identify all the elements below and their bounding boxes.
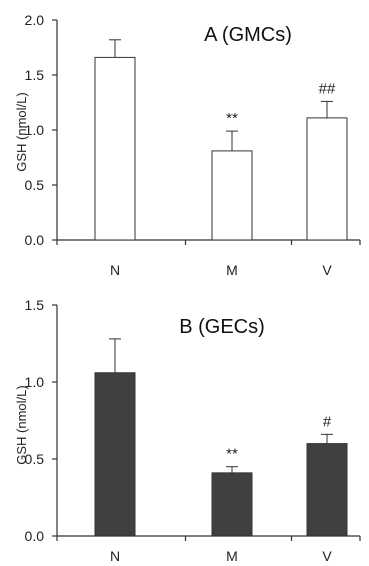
chart-a-significance-label: ** (226, 110, 238, 127)
chart-b-title: B (GECs) (179, 316, 265, 338)
chart-a-ytick: 0.5 (25, 177, 45, 193)
chart-a-category-label: M (226, 262, 238, 278)
chart-a-bar-n (94, 56, 136, 241)
chart-b-ytick: 1.5 (25, 297, 45, 313)
chart-a-ytick: 2.0 (25, 12, 45, 28)
chart-b-ytick: 0.5 (25, 451, 45, 467)
chart-b-ytick: 0.0 (25, 528, 45, 544)
chart-b-y-axis-label: GSH (nmol/L) (14, 385, 29, 464)
chart-b-bar-v (306, 443, 348, 537)
chart-b-significance-label: # (323, 413, 332, 430)
chart-b-category-label: V (322, 548, 332, 564)
chart-a-ytick: 0.0 (25, 232, 45, 248)
chart-a-bar-m (211, 150, 253, 241)
chart-a-category-label: V (322, 262, 332, 278)
chart-a-title: A (GMCs) (204, 24, 292, 46)
chart-b-bar-m (211, 472, 253, 537)
chart-b-significance-label: ** (226, 446, 238, 463)
chart-b-bar-n (94, 372, 136, 537)
chart-a-significance-label: ## (319, 80, 336, 97)
chart-a-category-label: N (110, 262, 120, 278)
chart-b-category-label: N (110, 548, 120, 564)
chart-a-bar-v (306, 117, 348, 241)
chart-a-y-axis-label: GSH (nmol/L) (14, 92, 29, 171)
chart-b-ytick: 1.0 (25, 374, 45, 390)
chart-b: B (GECs) GSH (nmol/L) 0.0 0.5 1.0 1.5 N … (14, 297, 361, 564)
chart-a: A (GMCs) GSH (nmol/L) 0.0 0.5 1.0 1.5 2.… (14, 12, 361, 278)
chart-b-category-label: M (226, 548, 238, 564)
chart-a-ytick: 1.5 (25, 67, 45, 83)
chart-a-ytick: 1.0 (25, 122, 45, 138)
